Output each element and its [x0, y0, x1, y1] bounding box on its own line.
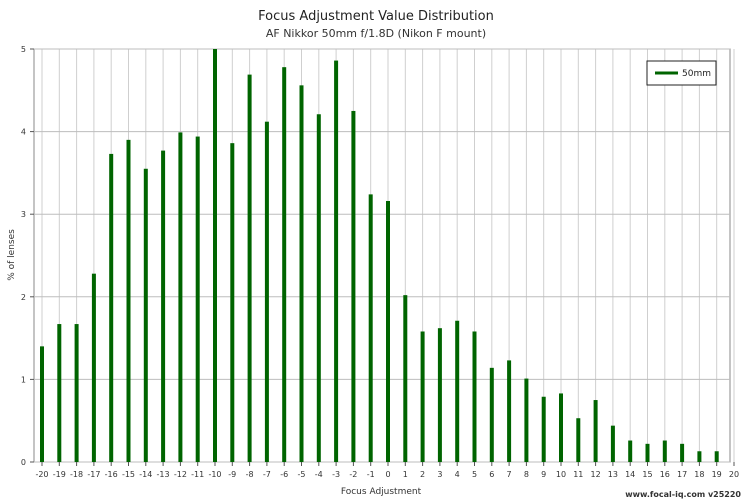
x-tick-label: -5: [298, 470, 306, 479]
x-tick-label: -2: [349, 470, 357, 479]
chart-title: Focus Adjustment Value Distribution: [258, 9, 494, 24]
x-tick-label: 16: [660, 470, 670, 479]
x-tick-label: -14: [139, 470, 152, 479]
x-tick-label: 10: [556, 470, 566, 479]
x-tick-label: 20: [729, 470, 739, 479]
bar: [576, 418, 581, 462]
bar: [126, 139, 131, 463]
y-tick-label: 2: [21, 293, 26, 302]
bar: [161, 150, 166, 462]
x-tick-label: 12: [591, 470, 601, 479]
bar: [645, 443, 650, 462]
x-tick-label: 3: [437, 470, 442, 479]
bar: [74, 324, 79, 462]
chart-subtitle: AF Nikkor 50mm f/1.8D (Nikon F mount): [266, 27, 486, 40]
x-tick-label: -4: [315, 470, 323, 479]
y-tick-label: 1: [21, 375, 26, 384]
x-tick-label: 5: [472, 470, 477, 479]
x-tick-label: -3: [332, 470, 340, 479]
x-tick-label: 7: [507, 470, 512, 479]
y-tick-label: 5: [21, 45, 26, 54]
x-tick-label: -1: [367, 470, 375, 479]
bar: [351, 110, 356, 462]
legend-label-50mm: 50mm: [682, 69, 711, 79]
footer-credit: www.focal-iq.com v25220: [625, 490, 741, 499]
x-tick-label: 9: [541, 470, 546, 479]
y-tick-label: 4: [21, 128, 26, 137]
x-tick-label: -6: [280, 470, 288, 479]
x-tick-label: 18: [694, 470, 704, 479]
x-tick-label: 17: [677, 470, 687, 479]
bar: [247, 74, 252, 462]
x-tick-label: -8: [246, 470, 254, 479]
x-tick-label: 14: [625, 470, 635, 479]
legend: 50mm: [646, 60, 717, 86]
x-tick-label: 4: [455, 470, 460, 479]
bar: [662, 440, 667, 462]
x-tick-label: 2: [420, 470, 425, 479]
y-tick-label: 0: [21, 458, 26, 467]
bar: [143, 168, 148, 462]
bar: [524, 378, 529, 462]
bar: [697, 451, 702, 462]
bar: [230, 143, 235, 462]
x-tick-label: 13: [608, 470, 618, 479]
bar: [714, 451, 719, 462]
bar: [489, 367, 494, 462]
bar: [40, 346, 44, 462]
x-tick-label: -17: [87, 470, 100, 479]
x-tick-label: -16: [105, 470, 118, 479]
bar: [507, 360, 512, 462]
bar: [195, 136, 200, 462]
bar: [559, 393, 563, 462]
y-tick-label: 3: [21, 210, 26, 219]
bar: [437, 328, 442, 462]
bar: [264, 121, 269, 463]
bar: [628, 440, 633, 462]
x-tick-label: 15: [642, 470, 652, 479]
x-tick-label: -15: [122, 470, 135, 479]
x-tick-label: 19: [712, 470, 722, 479]
bar: [334, 60, 339, 463]
plot-frame: [33, 48, 731, 463]
bar: [282, 67, 287, 462]
bar: [178, 132, 183, 462]
x-tick-label: 1: [403, 470, 408, 479]
bar: [316, 114, 321, 462]
x-tick-label: -20: [35, 470, 48, 479]
bar: [386, 200, 390, 462]
bar: [455, 320, 460, 462]
bar: [91, 273, 96, 462]
y-axis-label: % of lenses: [7, 229, 17, 281]
bar: [541, 396, 546, 462]
x-tick-label: -10: [208, 470, 221, 479]
x-tick-label: -11: [191, 470, 204, 479]
bar: [299, 85, 304, 463]
bar: [420, 331, 425, 462]
x-tick-label: -9: [228, 470, 236, 479]
bar: [403, 295, 408, 462]
bar: [472, 331, 477, 462]
x-tick-label: -12: [174, 470, 187, 479]
bar: [368, 194, 373, 462]
x-tick-label: -7: [263, 470, 271, 479]
bar: [57, 324, 62, 462]
bar: [680, 443, 685, 462]
x-tick-label: -19: [53, 470, 66, 479]
bar: [213, 49, 217, 462]
x-axis-label: Focus Adjustment: [341, 487, 422, 497]
x-tick-label: 8: [524, 470, 529, 479]
bar: [610, 425, 615, 462]
x-tick-label: 6: [489, 470, 494, 479]
x-tick-label: 0: [385, 470, 390, 479]
bar: [109, 153, 114, 463]
x-tick-label: 11: [573, 470, 583, 479]
x-tick-label: -18: [70, 470, 83, 479]
x-tick-label: -13: [157, 470, 170, 479]
bar: [593, 400, 598, 462]
